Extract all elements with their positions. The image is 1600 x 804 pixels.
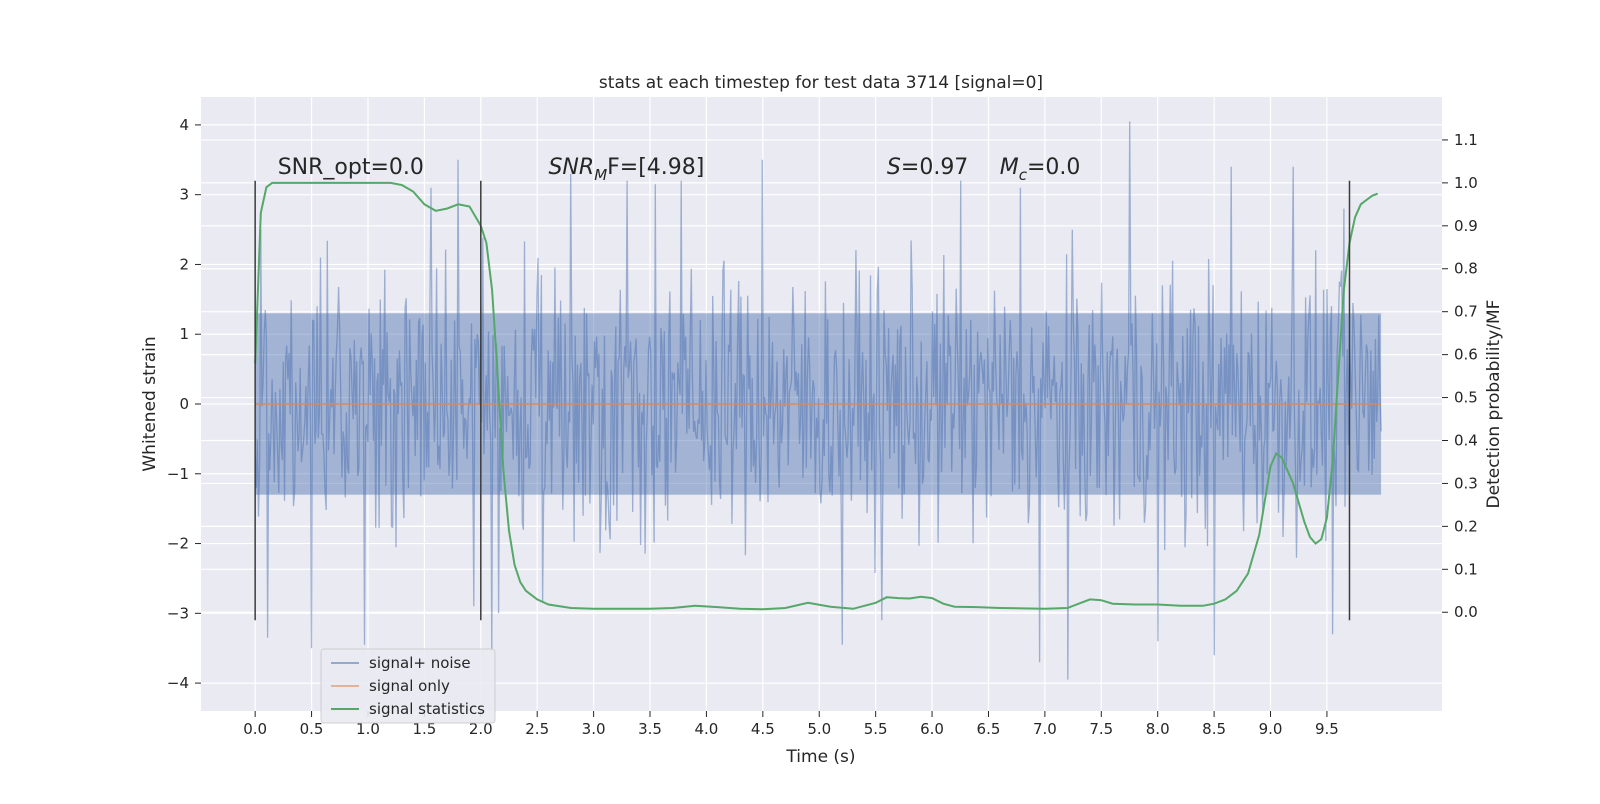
annotation-snr_opt: SNR_opt=0.0 [278, 155, 424, 180]
y2-tick-label-2: 0.2 [1454, 517, 1478, 535]
y-axis-label: Whitened strain [140, 336, 160, 471]
y2-tick-label-4: 0.4 [1454, 431, 1478, 449]
x-tick-label-19: 9.5 [1315, 720, 1339, 738]
x-tick-label-0: 0.0 [243, 720, 267, 738]
x-tick-label-8: 4.0 [694, 720, 718, 738]
y-tick-label-8: 4 [179, 116, 189, 134]
y2-tick-label-5: 0.5 [1454, 389, 1478, 407]
annotation-s: S=0.97 [887, 155, 968, 180]
right-axis-ticks: 0.0 0.1 0.2 0.3 0.4 0.5 0.6 0.7 0.8 0.9 1.0 1.1 [1442, 131, 1478, 621]
x-tick-label-15: 7.5 [1089, 720, 1113, 738]
vertical-lines [254, 180, 1351, 621]
annotation-snr_mf: SNRMF=[4.98] [548, 155, 704, 184]
x-tick-label-11: 5.5 [864, 720, 888, 738]
annotation-mc: Mc=0.0 [1000, 155, 1081, 184]
x-tick-label-14: 7.0 [1033, 720, 1057, 738]
y2-tick-label-7: 0.7 [1454, 303, 1478, 321]
x-tick-label-13: 6.5 [977, 720, 1001, 738]
y-tick-label-7: 3 [179, 186, 189, 204]
y-tick-label-6: 2 [179, 255, 189, 273]
x-tick-label-2: 1.0 [356, 720, 380, 738]
x-tick-label-16: 8.0 [1146, 720, 1170, 738]
y2-tick-label-10: 1.0 [1454, 174, 1478, 192]
y-axis-ticks: −4 −3 −2 −1 0 1 2 3 4 [167, 116, 201, 692]
y-tick-label-2: −2 [167, 535, 189, 553]
series-signal-statistics [254, 181, 1379, 611]
x-tick-label-10: 5.0 [807, 720, 831, 738]
x-tick-label-18: 9.0 [1259, 720, 1283, 738]
x-tick-label-12: 6.0 [920, 720, 944, 738]
x-tick-label-7: 3.5 [638, 720, 662, 738]
y2-tick-label-8: 0.8 [1454, 260, 1478, 278]
x-tick-label-6: 3.0 [582, 720, 606, 738]
y2-tick-label-6: 0.6 [1454, 346, 1478, 364]
legend-label-signal-noise: signal+ noise [369, 654, 471, 672]
series-signal-noise [254, 121, 1382, 680]
legend-box [320, 648, 496, 724]
y2-tick-label-9: 0.9 [1454, 217, 1478, 235]
y2-tick-label-0: 0.0 [1454, 603, 1478, 621]
x-axis-ticks: 0.0 0.5 1.0 1.5 2.0 2.5 3.0 3.5 4.0 4.5 5.0 5.5 6.0 6… [243, 711, 1339, 738]
y2-tick-label-11: 1.1 [1454, 131, 1478, 149]
y-tick-label-1: −3 [167, 604, 189, 622]
chart-title: stats at each timestep for test data 371… [599, 73, 1043, 93]
line-series [254, 181, 1382, 611]
y-tick-label-3: −1 [167, 465, 189, 483]
x-tick-label-9: 4.5 [751, 720, 775, 738]
x-tick-label-5: 2.5 [525, 720, 549, 738]
y-tick-label-0: −4 [167, 674, 189, 692]
legend: signal+ noise signal only signal statist… [320, 648, 496, 724]
y2-tick-label-3: 0.3 [1454, 474, 1478, 492]
legend-label-signal-only: signal only [369, 677, 450, 695]
x-tick-label-17: 8.5 [1202, 720, 1226, 738]
y2-tick-label-1: 0.1 [1454, 560, 1478, 578]
x-axis-label: Time (s) [785, 747, 855, 767]
y-tick-label-4: 0 [179, 395, 189, 413]
x-tick-label-1: 0.5 [300, 720, 324, 738]
annotations: SNR_opt=0.0 SNRMF=[4.98] S=0.97 Mc=0.0 [278, 155, 1081, 184]
x-tick-label-4: 2.0 [469, 720, 493, 738]
y-tick-label-5: 1 [179, 325, 189, 343]
legend-label-signal-statistics: signal statistics [369, 700, 485, 718]
x-tick-label-3: 1.5 [412, 720, 436, 738]
right-axis-label: Detection probability/MF [1484, 300, 1504, 509]
